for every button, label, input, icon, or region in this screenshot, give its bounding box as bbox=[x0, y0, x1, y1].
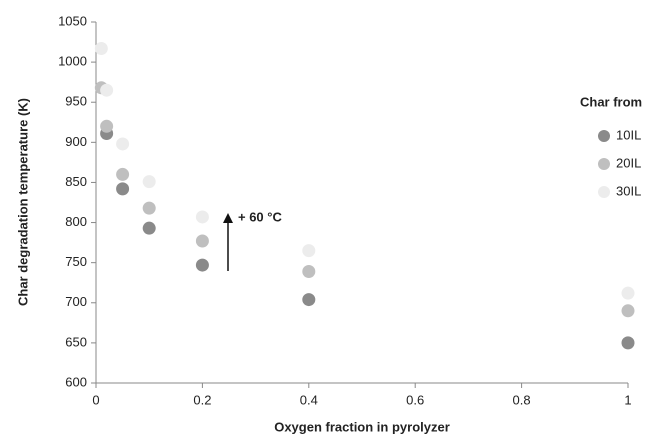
point bbox=[302, 244, 316, 258]
annotation: + 60 °C bbox=[238, 209, 282, 224]
point bbox=[116, 167, 130, 181]
legend-marker bbox=[598, 130, 610, 142]
point bbox=[116, 137, 130, 151]
point bbox=[621, 336, 635, 350]
legend-label: 10IL bbox=[616, 127, 641, 142]
point bbox=[100, 119, 114, 133]
x-tick-label: 1 bbox=[624, 392, 631, 407]
x-tick-label: 0 bbox=[92, 392, 99, 407]
point bbox=[195, 234, 209, 248]
x-axis-title: Oxygen fraction in pyrolyzer bbox=[274, 419, 450, 434]
y-axis-title: Char degradation temperature (K) bbox=[15, 98, 30, 306]
point bbox=[195, 210, 209, 224]
y-tick-label: 850 bbox=[65, 174, 87, 189]
point bbox=[116, 182, 130, 196]
point bbox=[100, 83, 114, 97]
legend-label: 20IL bbox=[616, 155, 641, 170]
y-tick-label: 800 bbox=[65, 214, 87, 229]
y-tick-label: 950 bbox=[65, 94, 87, 109]
x-tick-label: 0.4 bbox=[300, 392, 318, 407]
legend-label: 30IL bbox=[616, 183, 641, 198]
point bbox=[142, 201, 156, 215]
point bbox=[94, 41, 108, 55]
y-tick-label: 600 bbox=[65, 374, 87, 389]
legend-marker bbox=[598, 186, 610, 198]
legend-title: Char from bbox=[580, 94, 642, 109]
y-tick-label: 700 bbox=[65, 294, 87, 309]
point bbox=[142, 221, 156, 235]
point bbox=[621, 286, 635, 300]
y-tick-label: 1000 bbox=[58, 54, 87, 69]
x-tick-label: 0.8 bbox=[513, 392, 531, 407]
y-tick-label: 650 bbox=[65, 334, 87, 349]
y-tick-label: 1050 bbox=[58, 13, 87, 28]
y-tick-label: 900 bbox=[65, 134, 87, 149]
y-tick-label: 750 bbox=[65, 254, 87, 269]
point bbox=[621, 304, 635, 318]
point bbox=[142, 175, 156, 189]
point bbox=[195, 258, 209, 272]
point bbox=[302, 293, 316, 307]
legend-marker bbox=[598, 158, 610, 170]
x-tick-label: 0.2 bbox=[193, 392, 211, 407]
point bbox=[302, 264, 316, 278]
annotation-arrowhead bbox=[223, 213, 233, 223]
x-tick-label: 0.6 bbox=[406, 392, 424, 407]
